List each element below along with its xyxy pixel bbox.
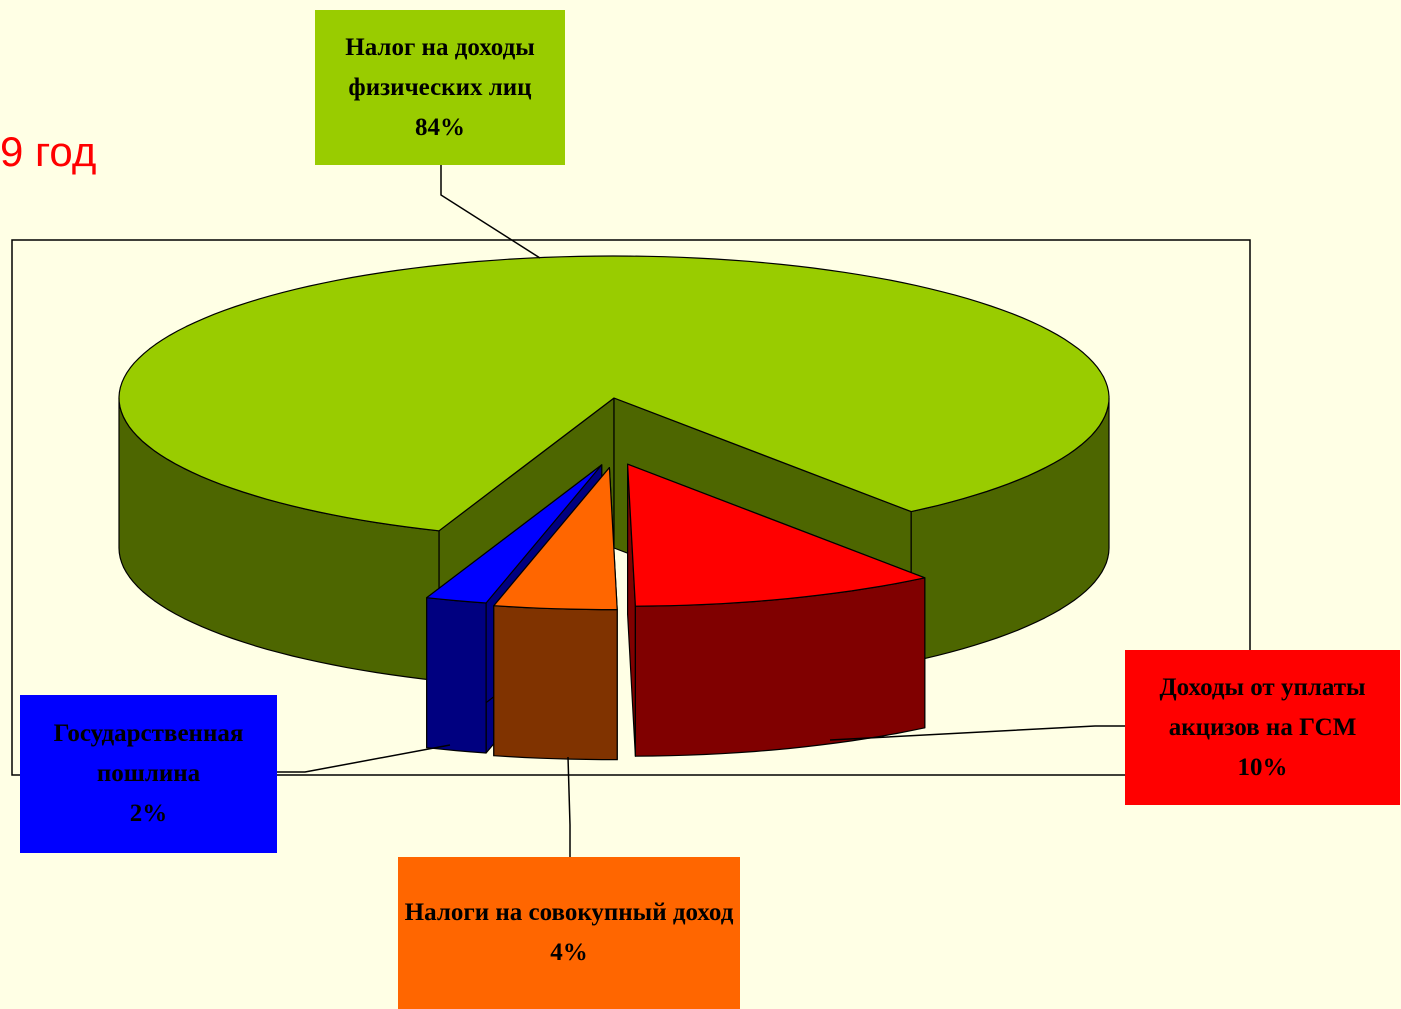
leader-line: [829, 725, 1125, 741]
label-value: 4%: [550, 939, 588, 966]
leader-line: [567, 756, 571, 857]
label-name: Государственная пошлина: [53, 720, 244, 787]
label-name: Налоги на совокупный доход: [404, 899, 734, 926]
pie: [118, 255, 1110, 761]
plot-area: [11, 239, 1251, 776]
chart-title: 9 год: [0, 128, 97, 175]
label-value: 84%: [415, 113, 465, 141]
label-name: Доходы от уплаты акцизов на ГСМ: [1159, 673, 1366, 741]
slice-side: [493, 605, 618, 761]
label-name: Налог на доходы физических лиц: [345, 33, 535, 101]
label-value: 2%: [129, 800, 168, 827]
slice: [426, 464, 603, 604]
leader-line: [277, 744, 451, 773]
label-value: 10%: [1237, 753, 1288, 781]
data-label: Налог на доходы физических лиц 84%: [315, 10, 565, 165]
leader-line: [440, 165, 541, 259]
slice: [118, 255, 1110, 532]
data-label: Государственная пошлина 2%: [20, 695, 277, 853]
slice: [627, 463, 926, 607]
data-label: Доходы от уплаты акцизов на ГСМ 10%: [1125, 650, 1400, 805]
slice-side: [426, 597, 487, 754]
data-label: Налоги на совокупный доход 4%: [398, 857, 740, 1009]
slice: [493, 467, 618, 611]
